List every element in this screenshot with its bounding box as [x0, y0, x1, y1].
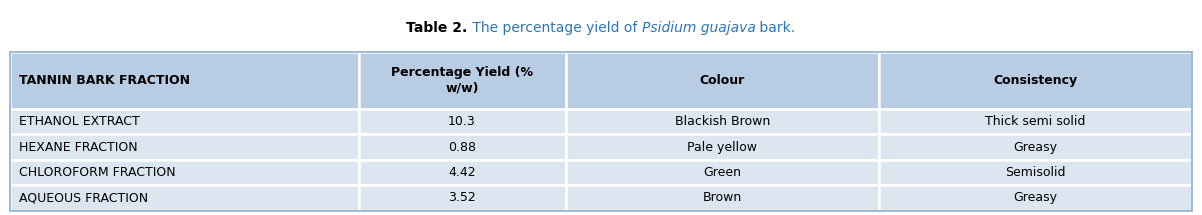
Bar — [565, 52, 879, 109]
Bar — [10, 109, 358, 134]
Bar — [565, 134, 879, 160]
Bar — [10, 160, 358, 185]
Text: ETHANOL EXTRACT: ETHANOL EXTRACT — [19, 115, 139, 128]
Text: HEXANE FRACTION: HEXANE FRACTION — [19, 141, 138, 154]
Text: 0.88: 0.88 — [448, 141, 476, 154]
Bar — [10, 52, 358, 109]
Text: Greasy: Greasy — [1013, 141, 1058, 154]
Text: CHLOROFORM FRACTION: CHLOROFORM FRACTION — [19, 166, 175, 179]
Bar — [358, 52, 565, 109]
Text: Table 2.: Table 2. — [406, 21, 468, 35]
Bar — [358, 109, 565, 134]
Text: AQUEOUS FRACTION: AQUEOUS FRACTION — [19, 192, 148, 204]
Text: Colour: Colour — [700, 74, 745, 87]
Bar — [10, 185, 358, 211]
Text: 3.52: 3.52 — [448, 192, 476, 204]
Text: Greasy: Greasy — [1013, 192, 1058, 204]
Bar — [879, 185, 1192, 211]
Bar — [879, 109, 1192, 134]
Text: Percentage Yield (%
w/w): Percentage Yield (% w/w) — [391, 66, 532, 95]
Bar — [879, 52, 1192, 109]
Text: Psidium guajava: Psidium guajava — [642, 21, 755, 35]
Text: bark.: bark. — [755, 21, 796, 35]
Bar — [358, 134, 565, 160]
Bar — [879, 134, 1192, 160]
Text: The percentage yield of: The percentage yield of — [468, 21, 642, 35]
Bar — [565, 185, 879, 211]
Bar — [565, 109, 879, 134]
Text: Semisolid: Semisolid — [1005, 166, 1066, 179]
Text: 4.42: 4.42 — [448, 166, 476, 179]
Text: 10.3: 10.3 — [448, 115, 476, 128]
Bar — [358, 185, 565, 211]
Text: Brown: Brown — [703, 192, 742, 204]
Bar — [358, 160, 565, 185]
Bar — [565, 160, 879, 185]
Text: Pale yellow: Pale yellow — [688, 141, 757, 154]
Text: Blackish Brown: Blackish Brown — [674, 115, 769, 128]
Bar — [879, 160, 1192, 185]
Text: TANNIN BARK FRACTION: TANNIN BARK FRACTION — [19, 74, 190, 87]
Text: Thick semi solid: Thick semi solid — [986, 115, 1085, 128]
Text: Consistency: Consistency — [994, 74, 1078, 87]
Text: Green: Green — [703, 166, 742, 179]
Bar — [10, 134, 358, 160]
